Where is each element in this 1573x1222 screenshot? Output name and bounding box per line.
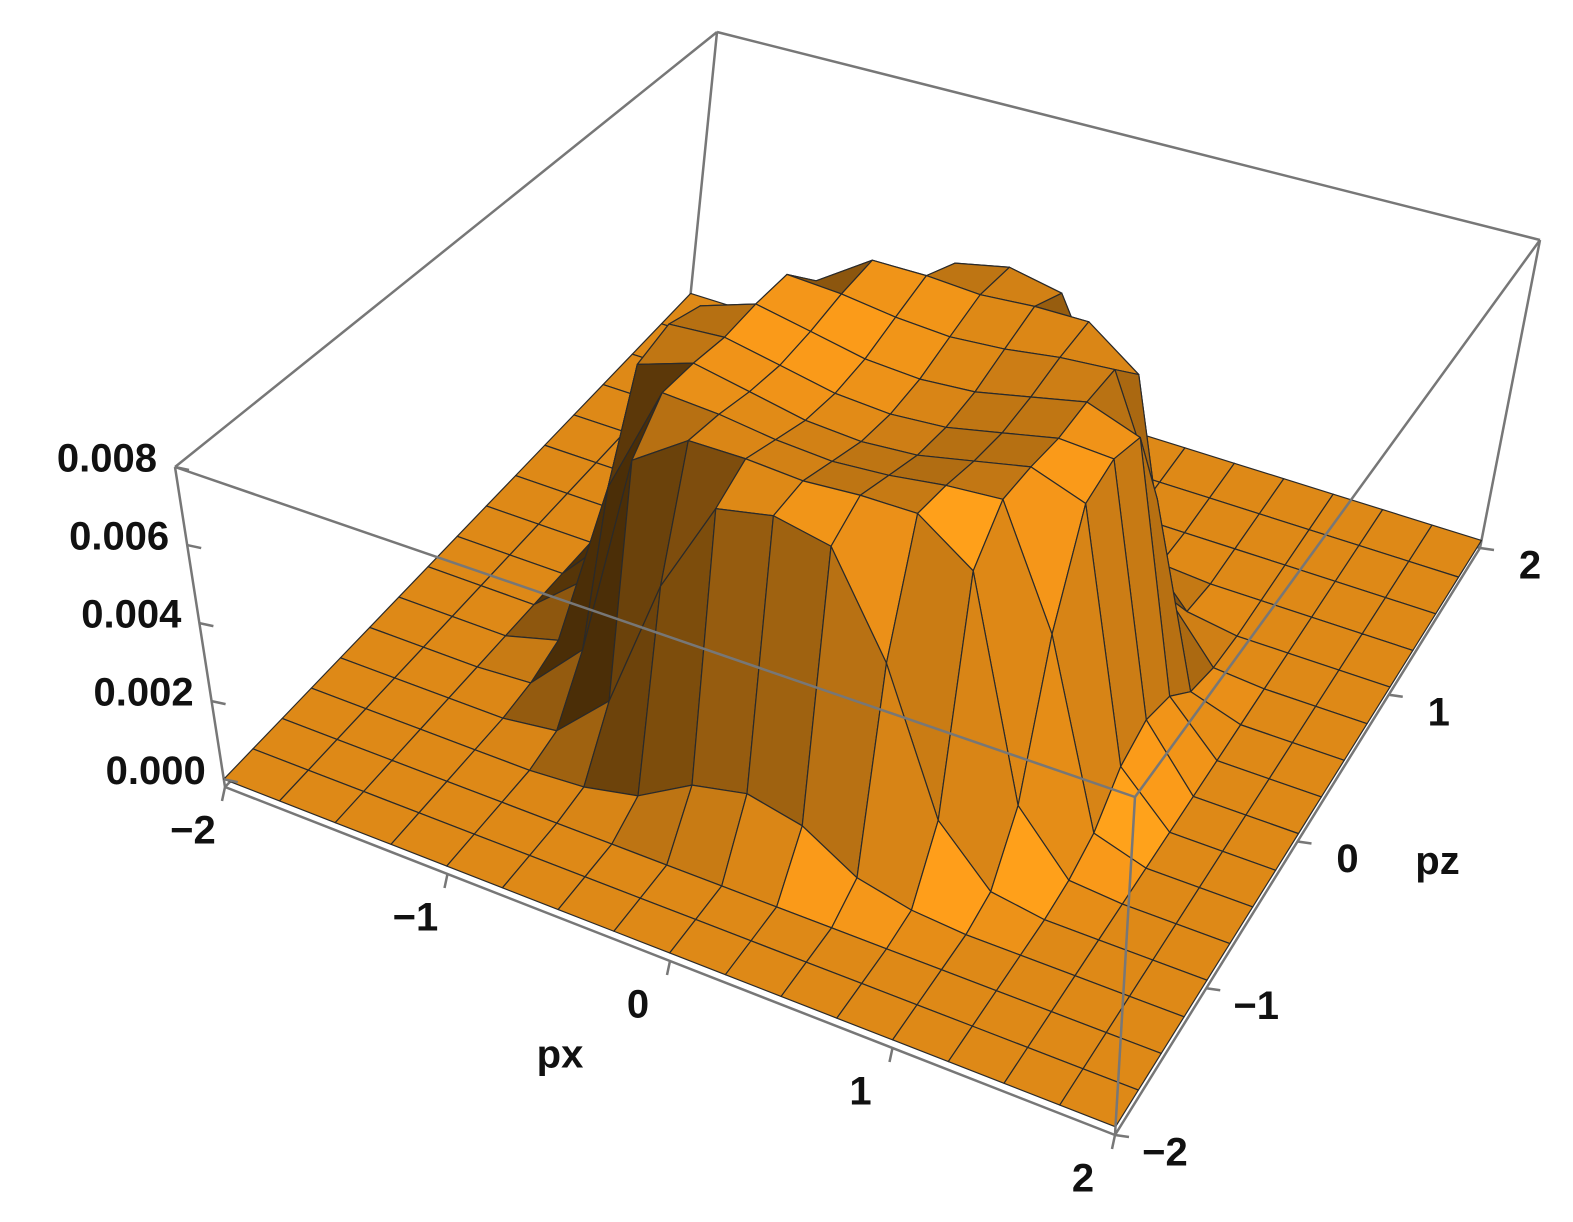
x-tick-label: −1 — [393, 896, 439, 940]
z-tick-label: 0.000 — [106, 749, 206, 793]
x-tick-label: 1 — [849, 1070, 871, 1114]
z-tick — [223, 777, 239, 784]
surface — [223, 259, 1483, 1128]
box-edge — [1133, 239, 1542, 798]
x-tick — [443, 873, 449, 889]
y-tick-label: 0 — [1336, 837, 1358, 881]
y-tick — [1114, 1133, 1130, 1139]
y-tick — [1388, 693, 1403, 698]
z-tick — [186, 543, 202, 550]
box-edge — [174, 31, 718, 468]
y-tick-label: 1 — [1428, 690, 1450, 734]
z-tick-label: 0.004 — [81, 593, 182, 637]
box-edge — [173, 466, 227, 788]
box-edge — [174, 465, 1136, 799]
box-edge — [716, 30, 1541, 242]
y-tick — [1206, 987, 1221, 992]
x-tick — [665, 960, 672, 976]
x-tick-label: −2 — [170, 809, 216, 853]
x-tick-label: 2 — [1072, 1157, 1094, 1201]
y-tick-label: −1 — [1233, 984, 1279, 1028]
box-edge — [1478, 239, 1542, 549]
y-tick — [1297, 840, 1312, 845]
z-tick — [174, 465, 190, 472]
x-tick — [220, 786, 227, 802]
z-tick-label: 0.002 — [93, 671, 193, 715]
y-axis-label: pz — [1415, 839, 1459, 883]
box-edge — [688, 31, 719, 301]
y-tick — [1479, 546, 1495, 552]
x-tick — [1110, 1134, 1117, 1150]
box-edge — [1113, 796, 1137, 1136]
x-tick-label: 0 — [627, 983, 649, 1027]
x-axis-label: px — [537, 1033, 584, 1077]
y-tick-label: −2 — [1142, 1131, 1188, 1175]
labels: −2 −1 0 1 2 −2 −1 0 1 2 0.000 0.002 0.004 0.006 0.008 p… — [57, 437, 1541, 1201]
y-tick-label: 2 — [1519, 544, 1541, 588]
x-tick — [888, 1047, 894, 1063]
z-tick-label: 0.006 — [69, 515, 169, 559]
z-tick — [199, 621, 214, 628]
z-tick-label: 0.008 — [57, 437, 157, 481]
z-tick — [211, 699, 226, 706]
